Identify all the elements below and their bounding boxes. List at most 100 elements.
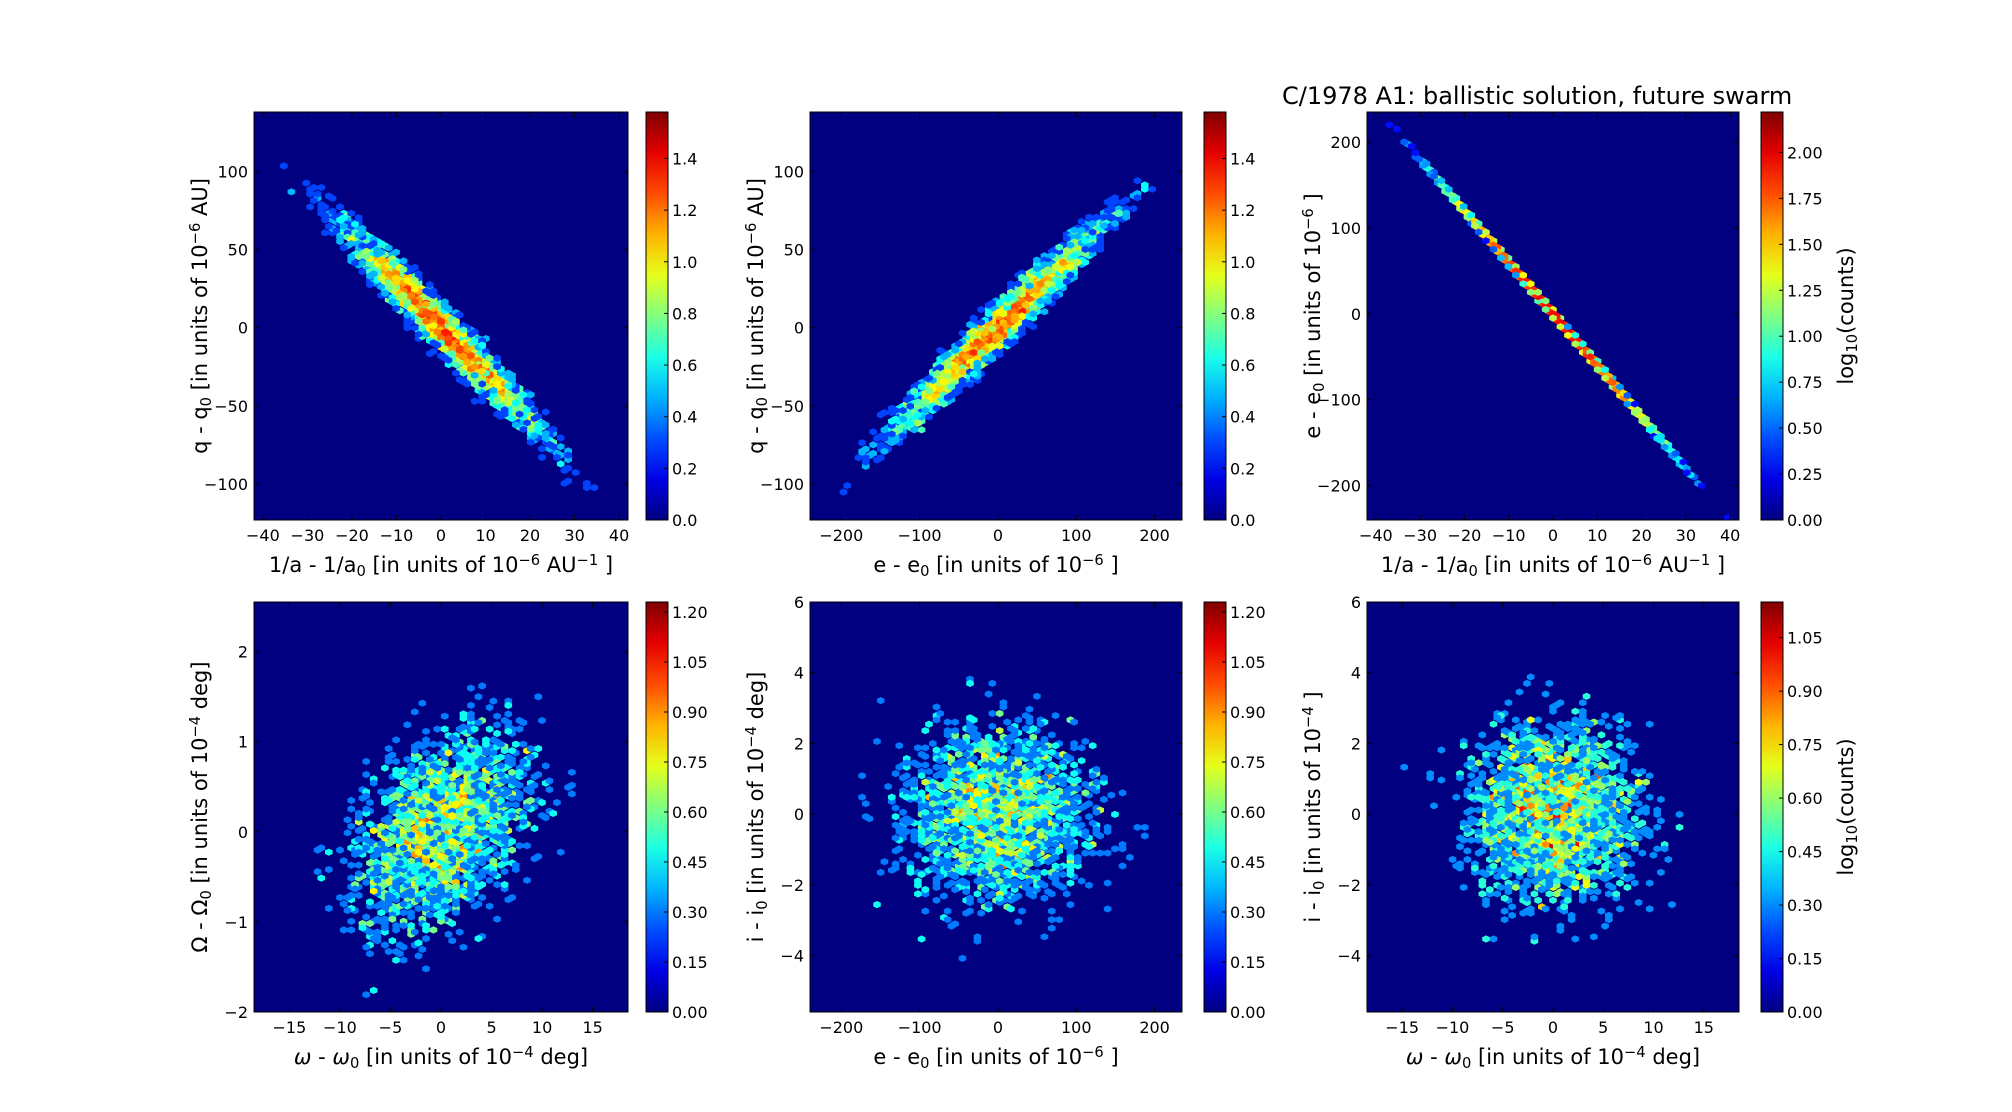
hexbin-cell bbox=[500, 868, 509, 876]
hexbin-cell bbox=[485, 703, 494, 712]
hexbin-cell bbox=[862, 454, 870, 462]
hexbin-cell bbox=[1653, 434, 1661, 442]
hexbin-cell bbox=[508, 768, 516, 776]
hexbin-cell bbox=[444, 822, 453, 830]
hexbin-cell bbox=[440, 298, 449, 306]
hexbin-cell bbox=[433, 764, 442, 772]
hexbin-cell bbox=[347, 861, 356, 869]
hexbin-cell bbox=[377, 283, 385, 291]
hexbin-cell bbox=[358, 824, 367, 833]
hexbin-cell bbox=[530, 855, 539, 863]
x-tick-label: 10 bbox=[1587, 526, 1607, 545]
hexbin-cell bbox=[1029, 853, 1037, 861]
x-tick-label: 40 bbox=[1720, 526, 1740, 545]
hexbin-cell bbox=[470, 337, 479, 345]
hexbin-cell bbox=[1597, 731, 1606, 739]
hexbin-cell bbox=[1055, 825, 1063, 833]
hexbin-cell bbox=[966, 898, 974, 907]
hexbin-cell bbox=[538, 716, 546, 725]
hexbin-cell bbox=[1118, 198, 1127, 206]
hexbin-cell bbox=[1066, 271, 1075, 279]
hexbin-cell bbox=[328, 207, 337, 215]
hexbin-cell bbox=[1545, 679, 1554, 687]
hexbin-cell bbox=[981, 355, 989, 363]
hexbin-cell bbox=[1066, 263, 1075, 271]
hexbin-cell bbox=[1044, 840, 1052, 849]
hexbin-cell bbox=[1059, 763, 1067, 771]
hexbin-cell bbox=[1040, 868, 1049, 876]
hexbin-cell bbox=[568, 781, 576, 789]
hexbin-cell bbox=[899, 415, 907, 423]
hexbin-cell bbox=[940, 746, 948, 754]
colorbar-gradient bbox=[1203, 111, 1227, 521]
hexbin-cell bbox=[891, 770, 900, 778]
hexbin-cell bbox=[1022, 879, 1030, 887]
hexbin-cell bbox=[929, 800, 937, 808]
hexbin-cell bbox=[1512, 271, 1520, 279]
hexbin-cell bbox=[347, 917, 356, 925]
hexbin-cell bbox=[351, 259, 359, 267]
hexbin-cell bbox=[966, 714, 974, 722]
hexbin-cell bbox=[485, 755, 494, 763]
hexbin-cell bbox=[1051, 862, 1060, 870]
hexbin-cell bbox=[869, 428, 877, 436]
hexbin-cell bbox=[422, 922, 430, 930]
hexbin-cell bbox=[891, 860, 900, 868]
label-segment: [in units of 10 bbox=[188, 738, 212, 891]
hexbin-cell bbox=[1003, 817, 1011, 825]
hexbin-cell bbox=[418, 945, 427, 953]
hexbin-cell bbox=[1118, 862, 1127, 870]
hexbin-cell bbox=[351, 220, 359, 228]
hexbin-cell bbox=[1003, 718, 1011, 726]
hexbin-cell bbox=[977, 896, 985, 904]
hexbin-cell bbox=[1638, 849, 1647, 857]
hexbin-cell bbox=[459, 827, 468, 835]
hexbin-cell bbox=[929, 782, 937, 791]
hexbin-cell bbox=[899, 432, 907, 440]
hexbin-cell bbox=[422, 779, 430, 787]
hexbin-cell bbox=[1007, 293, 1015, 301]
hexbin-cell bbox=[1141, 823, 1149, 831]
hexbin-cell bbox=[1018, 851, 1026, 859]
label-segment: q - q bbox=[744, 406, 768, 454]
hexbin-cell bbox=[992, 836, 1000, 844]
hexbin-cell bbox=[899, 855, 907, 864]
hexbin-cell bbox=[891, 834, 900, 842]
hexbin-cell bbox=[1616, 383, 1624, 391]
hexbin-cell bbox=[943, 817, 952, 825]
hexbin-cell bbox=[444, 356, 453, 364]
hexbin-cell bbox=[381, 855, 389, 863]
hexbin-cell bbox=[1051, 742, 1060, 750]
hexbin-cell bbox=[467, 809, 475, 817]
hexbin-cell bbox=[1014, 918, 1023, 926]
hexbin-cell bbox=[1486, 761, 1494, 769]
hexbin-cell bbox=[1055, 881, 1063, 889]
hexbin-cell bbox=[958, 782, 967, 791]
hexbin-cell bbox=[437, 874, 445, 882]
hexbin-cell bbox=[1029, 892, 1037, 900]
y-tick-label: −100 bbox=[1317, 391, 1361, 410]
hexbin-cell bbox=[1103, 905, 1112, 913]
hexbin-cell bbox=[478, 682, 486, 690]
hexbin-cell bbox=[917, 802, 926, 810]
hexbin-cell bbox=[399, 922, 408, 930]
hexbin-cell bbox=[366, 928, 374, 936]
hexbin-cell bbox=[384, 840, 393, 848]
hexbin-cell bbox=[1074, 785, 1082, 793]
hexbin-cell bbox=[1036, 879, 1045, 887]
hexbin-cell bbox=[1010, 316, 1019, 324]
hexbin-cell bbox=[358, 924, 367, 932]
hexbin-cell bbox=[422, 287, 430, 295]
hexbin-cell bbox=[418, 768, 427, 776]
hexbin-cell bbox=[988, 847, 997, 855]
hexbin-cell bbox=[932, 703, 941, 711]
hexbin-cell bbox=[1085, 213, 1093, 221]
hexbin-cell bbox=[556, 848, 565, 856]
hexbin-cell bbox=[914, 877, 922, 885]
hexbin-cell bbox=[519, 818, 528, 826]
hexbin-cell bbox=[339, 222, 348, 230]
hexbin-cell bbox=[995, 709, 1004, 718]
hexbin-cell bbox=[515, 725, 524, 733]
colorbar-tick-label: 1.00 bbox=[1787, 327, 1823, 346]
hexbin-cell bbox=[1025, 705, 1034, 713]
